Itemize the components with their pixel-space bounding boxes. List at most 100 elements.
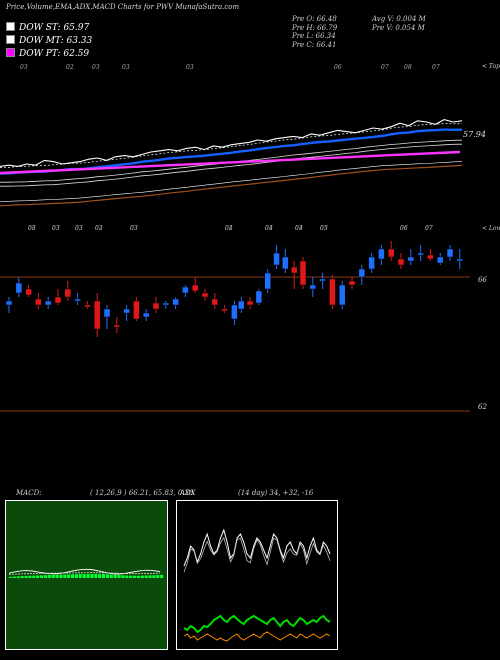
macd-histogram-bar (136, 575, 140, 578)
macd-histogram-bar (55, 574, 59, 578)
candle-body (368, 256, 375, 270)
candle-body (358, 268, 366, 278)
stat-open: Pre O: 66.48 (292, 15, 337, 23)
candle-body (290, 266, 298, 274)
macd-histogram-bar (102, 574, 106, 578)
ema-date-tick: 02 (225, 225, 233, 232)
macd-histogram-bar (94, 573, 98, 578)
legend-swatch-mt (6, 35, 15, 44)
stat-avg-volume: Avg V: 0.004 M (372, 15, 426, 23)
candle-body (309, 284, 317, 290)
stats-right: Avg V: 0.004 M Pre V: 0.054 M (372, 15, 426, 32)
ema-date-tick: 06 (400, 225, 408, 232)
candle-body (113, 324, 121, 328)
macd-histogram-bar (109, 574, 113, 578)
ema-date-tick: 02 (95, 225, 103, 232)
candle-body (387, 248, 395, 258)
ema-date-tick: 03 (92, 64, 100, 71)
ema-date-tick: 03 (20, 64, 28, 71)
price-date-tick: 03 (295, 225, 303, 232)
ema-date-tick: 03 (130, 225, 138, 232)
macd-histogram-bar (36, 575, 40, 578)
candle-body (25, 288, 32, 296)
adx-white-line-2 (183, 536, 331, 573)
macd-histogram-bar (90, 573, 94, 578)
macd-histogram-bar (16, 576, 20, 578)
macd-histogram-bar (125, 575, 129, 578)
macd-title: MACD: (16, 489, 42, 497)
legend-label-mt: DOW MT: 63.33 (19, 36, 93, 46)
candle-body (378, 248, 385, 260)
stat-prev-volume: Pre V: 0.054 M (372, 23, 425, 32)
legend-label-st: DOW ST: 65.97 (19, 23, 90, 33)
macd-histogram-bar (51, 574, 55, 578)
legend-swatch-st (6, 22, 15, 31)
ema-date-tick: 06 (334, 64, 342, 71)
candle-body (397, 258, 405, 266)
candle-body (338, 284, 346, 306)
macd-signal-line (8, 572, 161, 575)
ema-date-tick: 08 (28, 225, 36, 232)
ema-date-tick: 03 (52, 225, 60, 232)
candle-body (221, 308, 228, 312)
candle-body (84, 304, 91, 308)
macd-histogram-bar (129, 575, 133, 578)
macd-histogram-bar (78, 574, 82, 578)
ema-date-tick: 07 (381, 64, 389, 71)
candle-body (238, 300, 245, 310)
macd-histogram-bar (40, 575, 44, 578)
ema-10-line (0, 123, 463, 168)
macd-histogram-bar (63, 574, 67, 578)
candle-body (255, 290, 263, 304)
legend: DOW ST: 65.97 DOW MT: 63.33 DOW PT: 62.5… (6, 15, 93, 59)
candle-body (273, 252, 280, 266)
candle-body (142, 312, 150, 318)
price-close-line (0, 119, 463, 167)
macd-histogram-bar (43, 575, 47, 578)
price-date-tick: 07 (425, 225, 433, 232)
macd-histogram-bar (67, 574, 71, 578)
ema-date-tick: 05 (320, 225, 328, 232)
macd-histogram-bar (12, 576, 16, 578)
macd-histogram-bar (105, 574, 109, 578)
candle-body (456, 258, 464, 262)
macd-histogram-bar (98, 573, 102, 578)
macd-histogram-bar (9, 576, 13, 578)
macd-readout: ( 12,26,9 ) 66.21, 65.83, 0.38 (90, 489, 194, 497)
candle-body (264, 272, 271, 290)
ema-date-tick: 03 (186, 64, 194, 71)
macd-histogram-bar (71, 574, 75, 578)
price-level-label: 66 (478, 276, 487, 284)
candle-body (5, 300, 13, 306)
candle-body (348, 280, 356, 286)
candle-body (93, 300, 101, 330)
ema-200-line (0, 164, 463, 207)
macd-histogram-bar (121, 575, 125, 578)
macd-histogram-bar (86, 573, 90, 578)
candle-body (162, 302, 170, 306)
price-date-tick: 03 (52, 225, 60, 232)
adx-readout: (14 day) 34, +32, -16 (238, 489, 314, 497)
legend-item-pt: DOW PT: 62.59 (6, 41, 92, 59)
lows-label: < Lows (482, 225, 500, 232)
candle-body (329, 278, 336, 306)
candle-body (103, 308, 111, 318)
candle-body (172, 298, 179, 306)
macd-histogram-bar (24, 575, 28, 578)
legend-item-st: DOW ST: 65.97 (6, 15, 92, 33)
macd-histogram-bar (140, 575, 144, 578)
ema-date-tick: 02 (66, 64, 74, 71)
candle-body (231, 304, 238, 320)
price-date-tick: 04 (225, 225, 233, 232)
candle-body (44, 300, 52, 306)
candle-body (182, 286, 189, 294)
macd-histogram-bar (144, 575, 148, 578)
macd-histogram-bar (148, 575, 152, 578)
candle-body (201, 292, 209, 298)
ema-long-line (0, 150, 461, 175)
candle-body (54, 296, 62, 304)
candle-body (427, 254, 434, 260)
macd-histogram-bar (74, 574, 78, 578)
candle-body (436, 256, 444, 264)
macd-histogram-bar (156, 575, 160, 578)
